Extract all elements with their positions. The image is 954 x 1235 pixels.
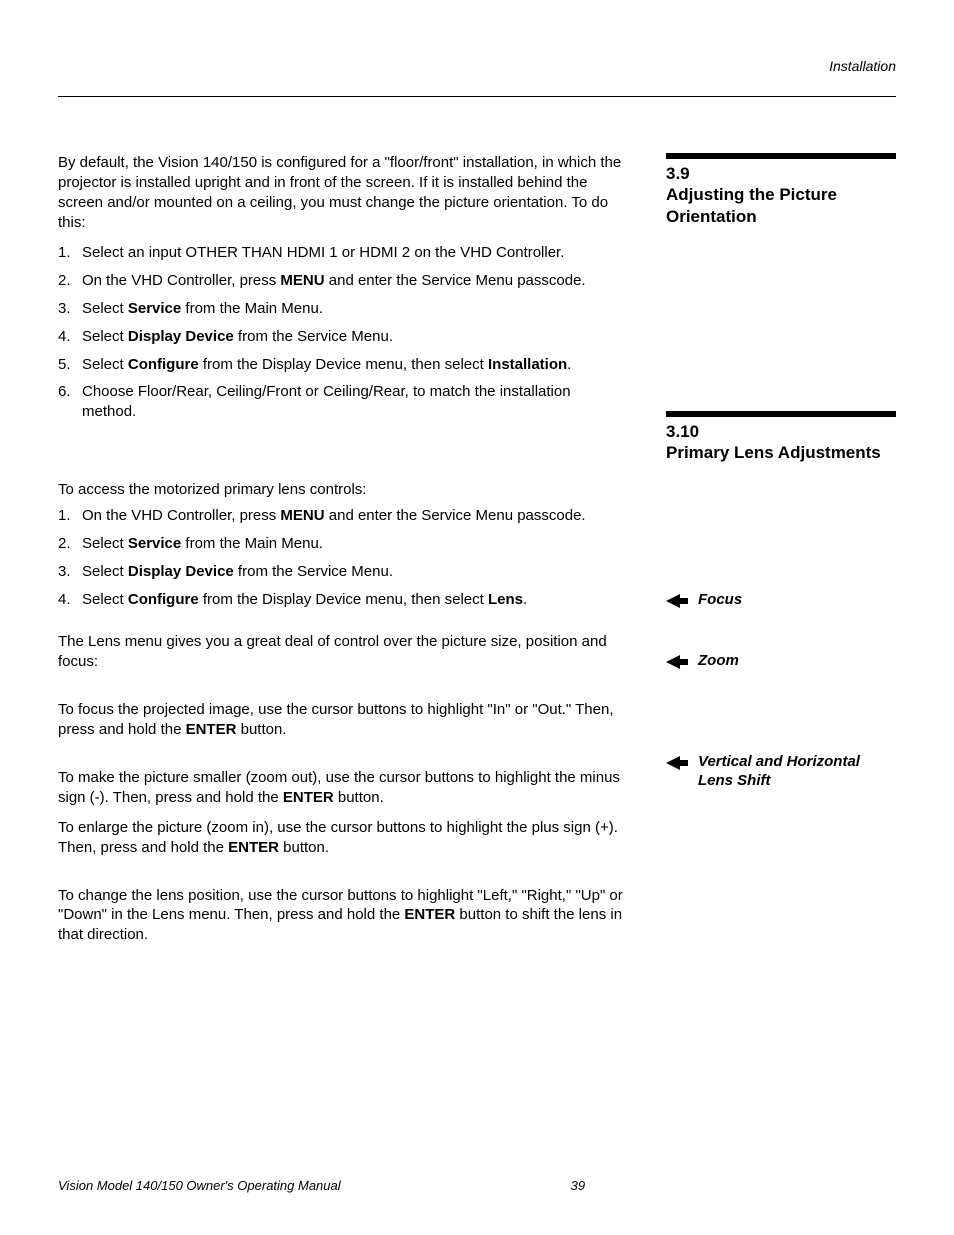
section-310-outro: The Lens menu gives you a great deal of … (58, 632, 628, 672)
step-text: Select (82, 328, 128, 345)
callout-label: Zoom (698, 652, 739, 671)
step-bold: MENU (280, 507, 324, 524)
header-rule (58, 96, 896, 97)
step: Select Configure from the Display Device… (58, 590, 628, 610)
zoom-paragraph-2: To enlarge the picture (zoom in), use th… (58, 818, 628, 858)
text: button. (279, 839, 329, 856)
step: On the VHD Controller, press MENU and en… (58, 271, 628, 291)
arrow-left-icon (666, 594, 688, 608)
step-text: from the Main Menu. (181, 300, 323, 317)
step-text: from the Service Menu. (234, 328, 393, 345)
text: button. (334, 789, 384, 806)
content-grid: By default, the Vision 140/150 is config… (58, 153, 896, 955)
section-39-steps: Select an input OTHER THAN HDMI 1 or HDM… (58, 243, 628, 431)
step-text: from the Display Device menu, then selec… (199, 591, 488, 608)
step-bold: Service (128, 535, 181, 552)
step-bold: Service (128, 300, 181, 317)
step-bold: Installation (488, 356, 567, 373)
text: button. (236, 721, 286, 738)
step-text: and enter the Service Menu passcode. (325, 272, 586, 289)
step-bold: MENU (280, 272, 324, 289)
running-header: Installation (58, 58, 896, 74)
section-title: Adjusting the Picture Orientation (666, 184, 896, 227)
side-column: 3.9 Adjusting the Picture Orientation 3.… (666, 153, 896, 955)
text: To enlarge the picture (zoom in), use th… (58, 819, 618, 856)
callout-label: Focus (698, 591, 742, 610)
zoom-paragraph-1: To make the picture smaller (zoom out), … (58, 768, 628, 808)
shift-paragraph: To change the lens position, use the cur… (58, 886, 628, 946)
step-text: Select (82, 535, 128, 552)
section-310-steps: On the VHD Controller, press MENU and en… (58, 506, 628, 618)
step-text: Select (82, 591, 128, 608)
section-title: Primary Lens Adjustments (666, 442, 896, 463)
step-text: . (567, 356, 571, 373)
step-text: Select (82, 356, 128, 373)
step: On the VHD Controller, press MENU and en… (58, 506, 628, 526)
zoom-callout: Zoom (666, 652, 896, 671)
step-bold: Display Device (128, 328, 234, 345)
shift-callout: Vertical and Horizontal Lens Shift (666, 753, 896, 791)
step-bold: Configure (128, 591, 199, 608)
callout-label: Vertical and Horizontal Lens Shift (698, 753, 896, 791)
step-text: Choose Floor/Rear, Ceiling/Front or Ceil… (82, 383, 571, 420)
step-text: On the VHD Controller, press (82, 272, 280, 289)
section-39-intro: By default, the Vision 140/150 is config… (58, 153, 628, 233)
arrow-left-icon (666, 655, 688, 669)
step-text: and enter the Service Menu passcode. (325, 507, 586, 524)
step: Select an input OTHER THAN HDMI 1 or HDM… (58, 243, 628, 263)
step-text: from the Service Menu. (234, 563, 393, 580)
step-text: from the Main Menu. (181, 535, 323, 552)
section-number: 3.9 (666, 163, 896, 184)
step-text: Select an input OTHER THAN HDMI 1 or HDM… (82, 244, 564, 261)
bold: ENTER (404, 906, 455, 923)
step-bold: Configure (128, 356, 199, 373)
step: Select Display Device from the Service M… (58, 327, 628, 347)
step: Select Service from the Main Menu. (58, 534, 628, 554)
step-text: Select (82, 300, 128, 317)
section-310-intro: To access the motorized primary lens con… (58, 480, 628, 500)
page-footer: Vision Model 140/150 Owner's Operating M… (58, 1178, 896, 1193)
step-bold: Display Device (128, 563, 234, 580)
focus-paragraph: To focus the projected image, use the cu… (58, 700, 628, 740)
main-column: By default, the Vision 140/150 is config… (58, 153, 628, 955)
bold: ENTER (228, 839, 279, 856)
footer-doc-title: Vision Model 140/150 Owner's Operating M… (58, 1178, 341, 1193)
step-text: . (523, 591, 527, 608)
step-text: On the VHD Controller, press (82, 507, 280, 524)
focus-callout: Focus (666, 591, 896, 610)
section-number: 3.10 (666, 421, 896, 442)
step: Select Display Device from the Service M… (58, 562, 628, 582)
step-bold: Lens (488, 591, 523, 608)
text: To focus the projected image, use the cu… (58, 701, 614, 738)
step-text: from the Display Device menu, then selec… (199, 356, 488, 373)
bold: ENTER (283, 789, 334, 806)
footer-page-number: 39 (571, 1178, 585, 1193)
step: Select Service from the Main Menu. (58, 299, 628, 319)
section-39-heading: 3.9 Adjusting the Picture Orientation (666, 153, 896, 227)
section-310-heading: 3.10 Primary Lens Adjustments (666, 411, 896, 464)
arrow-left-icon (666, 756, 688, 770)
step: Select Configure from the Display Device… (58, 355, 628, 375)
step-text: Select (82, 563, 128, 580)
bold: ENTER (186, 721, 237, 738)
step: Choose Floor/Rear, Ceiling/Front or Ceil… (58, 382, 628, 422)
